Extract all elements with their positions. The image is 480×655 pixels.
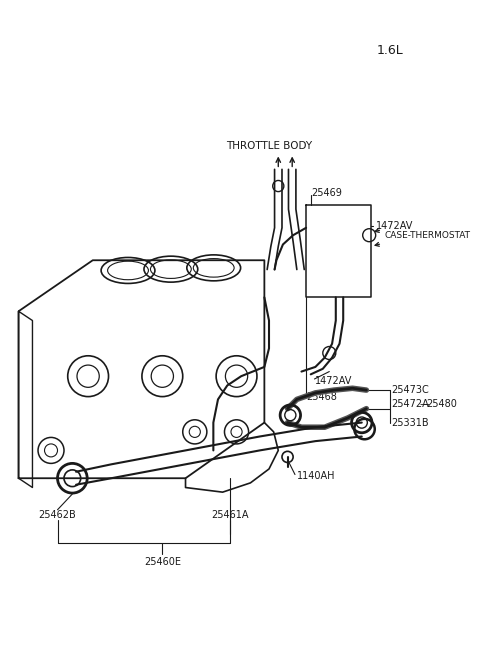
Text: 25460E: 25460E	[144, 557, 181, 567]
Text: 1.6L: 1.6L	[376, 44, 403, 57]
Text: CASE-THERMOSTAT: CASE-THERMOSTAT	[385, 231, 471, 240]
Text: 1472AV: 1472AV	[315, 376, 353, 386]
Text: 25462B: 25462B	[38, 510, 76, 520]
Text: THROTTLE BODY: THROTTLE BODY	[226, 141, 312, 151]
Text: —: —	[419, 399, 429, 409]
Text: 25461A: 25461A	[211, 510, 249, 520]
Text: 25469: 25469	[312, 187, 343, 198]
Text: 1140AH: 1140AH	[297, 472, 336, 481]
Text: 1472AV: 1472AV	[376, 221, 413, 231]
Text: 25473C: 25473C	[392, 385, 429, 395]
Text: 25468: 25468	[306, 392, 337, 402]
Text: 25472A: 25472A	[392, 399, 429, 409]
Text: 25480: 25480	[426, 399, 456, 409]
Text: 25331B: 25331B	[392, 418, 429, 428]
